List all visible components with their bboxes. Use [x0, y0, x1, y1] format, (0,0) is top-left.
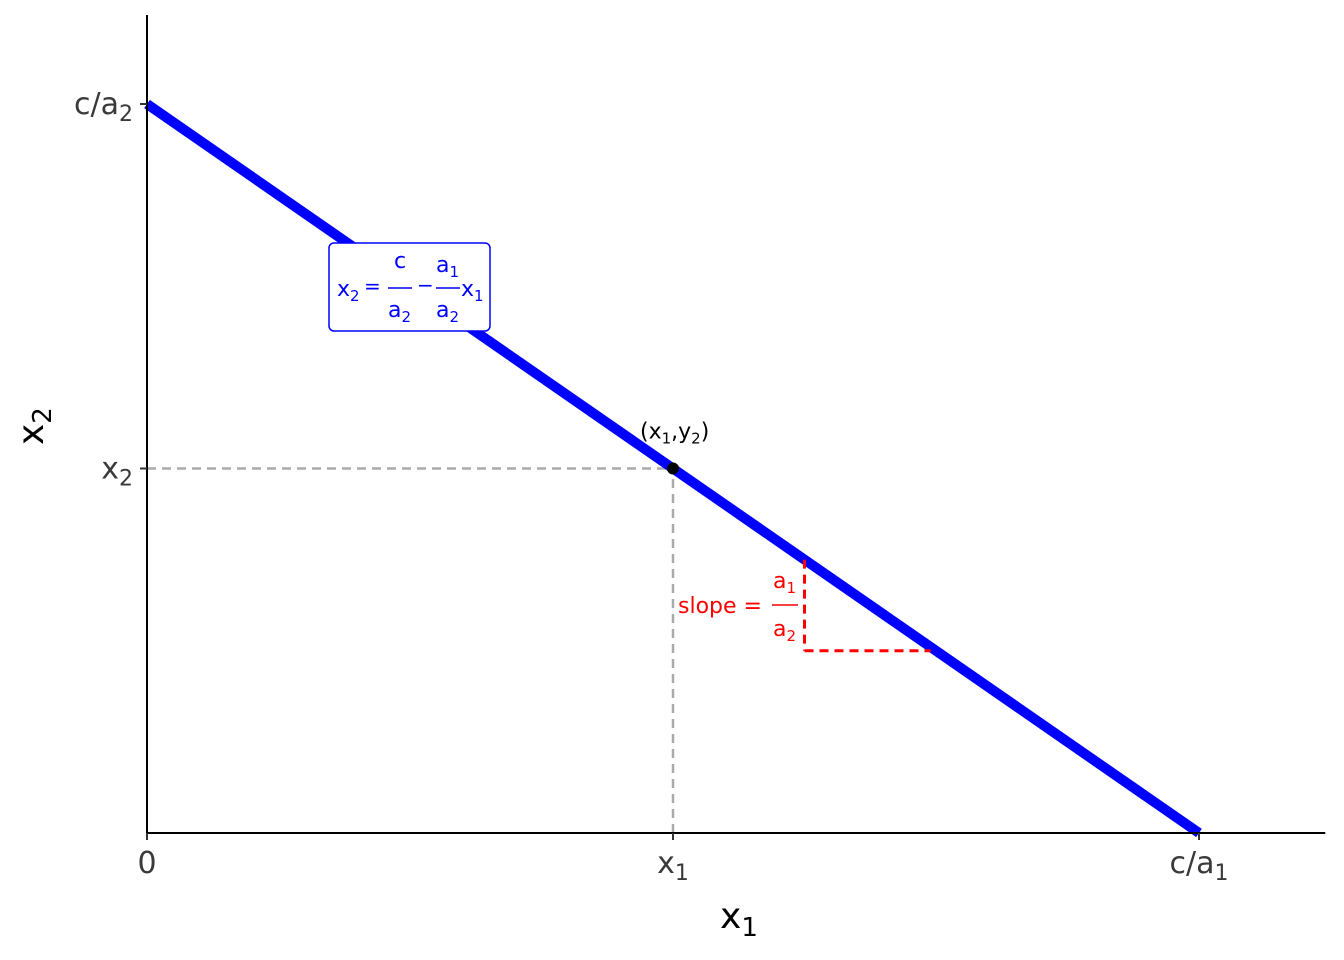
equation-rhs: x1 [461, 277, 484, 305]
x-tick-label-2: x1 [657, 846, 689, 886]
tick-labels: 0 x1 c/a1 x2 c/a2 [74, 87, 1229, 886]
x-tick-label-1: 0 [137, 846, 156, 881]
y-axis-title: x2 [11, 407, 58, 445]
slope-triangle [803, 559, 931, 653]
slope-frac-denominator: a2 [773, 617, 796, 645]
equation-label: x2 = c a2 − a1 a2 x1 [328, 242, 491, 332]
x-axis-title: x1 [720, 896, 758, 943]
equation-equals: = [364, 274, 381, 298]
axes [146, 15, 1326, 834]
equation-frac1-numerator: c [394, 249, 406, 274]
highlighted-point [667, 462, 679, 475]
point-label: (x1,y2) [640, 420, 709, 448]
slope-label: slope = a1 a2 [678, 569, 798, 645]
equation-minus: − [417, 273, 434, 297]
y-tick-label-1: x2 [101, 452, 133, 492]
slope-text: slope = [678, 594, 762, 619]
y-tick-label-2: c/a2 [74, 87, 133, 127]
equation-frac2-denominator: a2 [436, 298, 459, 326]
equation-lhs: x2 [337, 277, 360, 305]
slope-frac-numerator: a1 [773, 569, 796, 597]
equation-label-box [328, 242, 491, 332]
x-tick-label-3: c/a1 [1170, 846, 1229, 886]
equation-frac2-numerator: a1 [436, 253, 459, 281]
equation-frac1-denominator: a2 [388, 298, 411, 326]
guide-lines [147, 467, 675, 833]
highlighted-point-group: (x1,y2) [640, 420, 709, 475]
